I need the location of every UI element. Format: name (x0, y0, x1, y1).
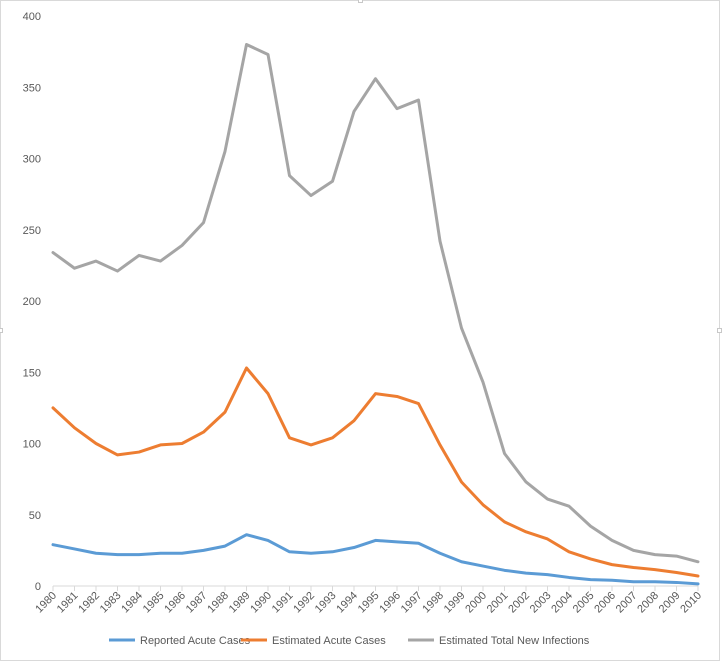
x-tick-label-2008: 2008 (635, 590, 661, 616)
x-tick-label-1998: 1998 (420, 590, 446, 616)
x-tick-label-2007: 2007 (614, 590, 640, 616)
x-tick-label-1987: 1987 (184, 590, 210, 616)
x-tick-label-1985: 1985 (141, 590, 167, 616)
x-tick-label-1984: 1984 (119, 590, 145, 616)
resize-handle-top[interactable] (358, 0, 363, 3)
y-tick-label-150: 150 (23, 367, 41, 379)
legend-label-reported-acute-cases: Reported Acute Cases (140, 635, 251, 647)
x-tick-label-1994: 1994 (334, 590, 360, 616)
x-tick-label-2006: 2006 (592, 590, 618, 616)
axis-layer: 0 50 100 150 200 250 300 350 400 1980198119821983… (23, 11, 704, 615)
legend: Reported Acute Cases Estimated Acute Case… (109, 635, 590, 647)
x-tick-label-2003: 2003 (528, 590, 554, 616)
legend-label-estimated-acute-cases: Estimated Acute Cases (272, 635, 386, 647)
series-line-reported-acute-cases (51, 533, 700, 586)
x-tick-label-1989: 1989 (227, 590, 253, 616)
y-tick-label-200: 200 (23, 296, 41, 308)
x-tick-label-1996: 1996 (377, 590, 403, 616)
legend-item-reported-acute-cases: Reported Acute Cases (109, 635, 251, 647)
x-tick-label-2005: 2005 (571, 590, 597, 616)
legend-item-estimated-total-new-infections: Estimated Total New Infections (408, 635, 590, 647)
x-tick-label-2002: 2002 (506, 590, 532, 616)
x-tick-label-2001: 2001 (485, 590, 511, 616)
x-tick-label-2004: 2004 (549, 590, 575, 616)
y-tick-label-250: 250 (23, 225, 41, 237)
y-tick-label-100: 100 (23, 439, 41, 451)
y-tick-label-400: 400 (23, 11, 41, 23)
series-layer (51, 43, 700, 586)
x-tick-label-1995: 1995 (356, 590, 382, 616)
y-tick-label-300: 300 (23, 154, 41, 166)
x-tick-label-1992: 1992 (291, 590, 317, 616)
x-tick-label-1993: 1993 (313, 590, 339, 616)
x-tick-label-2010: 2010 (678, 590, 704, 616)
resize-handle-left[interactable] (0, 328, 3, 333)
x-tick-label-1999: 1999 (442, 590, 468, 616)
x-tick-label-2009: 2009 (657, 590, 683, 616)
y-tick-label-50: 50 (29, 510, 41, 522)
x-tick-label-1997: 1997 (399, 590, 425, 616)
x-tick-label-2000: 2000 (463, 590, 489, 616)
resize-handle-right[interactable] (717, 328, 722, 333)
y-tick-label-350: 350 (23, 82, 41, 94)
x-tick-label-1988: 1988 (205, 590, 231, 616)
legend-label-estimated-total-new-infections: Estimated Total New Infections (439, 635, 590, 647)
series-line-estimated-total-new-infections (51, 43, 700, 564)
series-line-estimated-acute-cases (51, 366, 700, 578)
x-tick-label-1981: 1981 (55, 590, 81, 616)
x-tick-label-1983: 1983 (98, 590, 124, 616)
x-tick-label-1980: 1980 (33, 590, 59, 616)
y-tick-label-0: 0 (35, 581, 41, 593)
x-tick-label-1986: 1986 (162, 590, 188, 616)
legend-item-estimated-acute-cases: Estimated Acute Cases (241, 635, 386, 647)
x-tick-label-1982: 1982 (76, 590, 102, 616)
x-tick-label-1990: 1990 (248, 590, 274, 616)
x-tick-label-1991: 1991 (270, 590, 296, 616)
